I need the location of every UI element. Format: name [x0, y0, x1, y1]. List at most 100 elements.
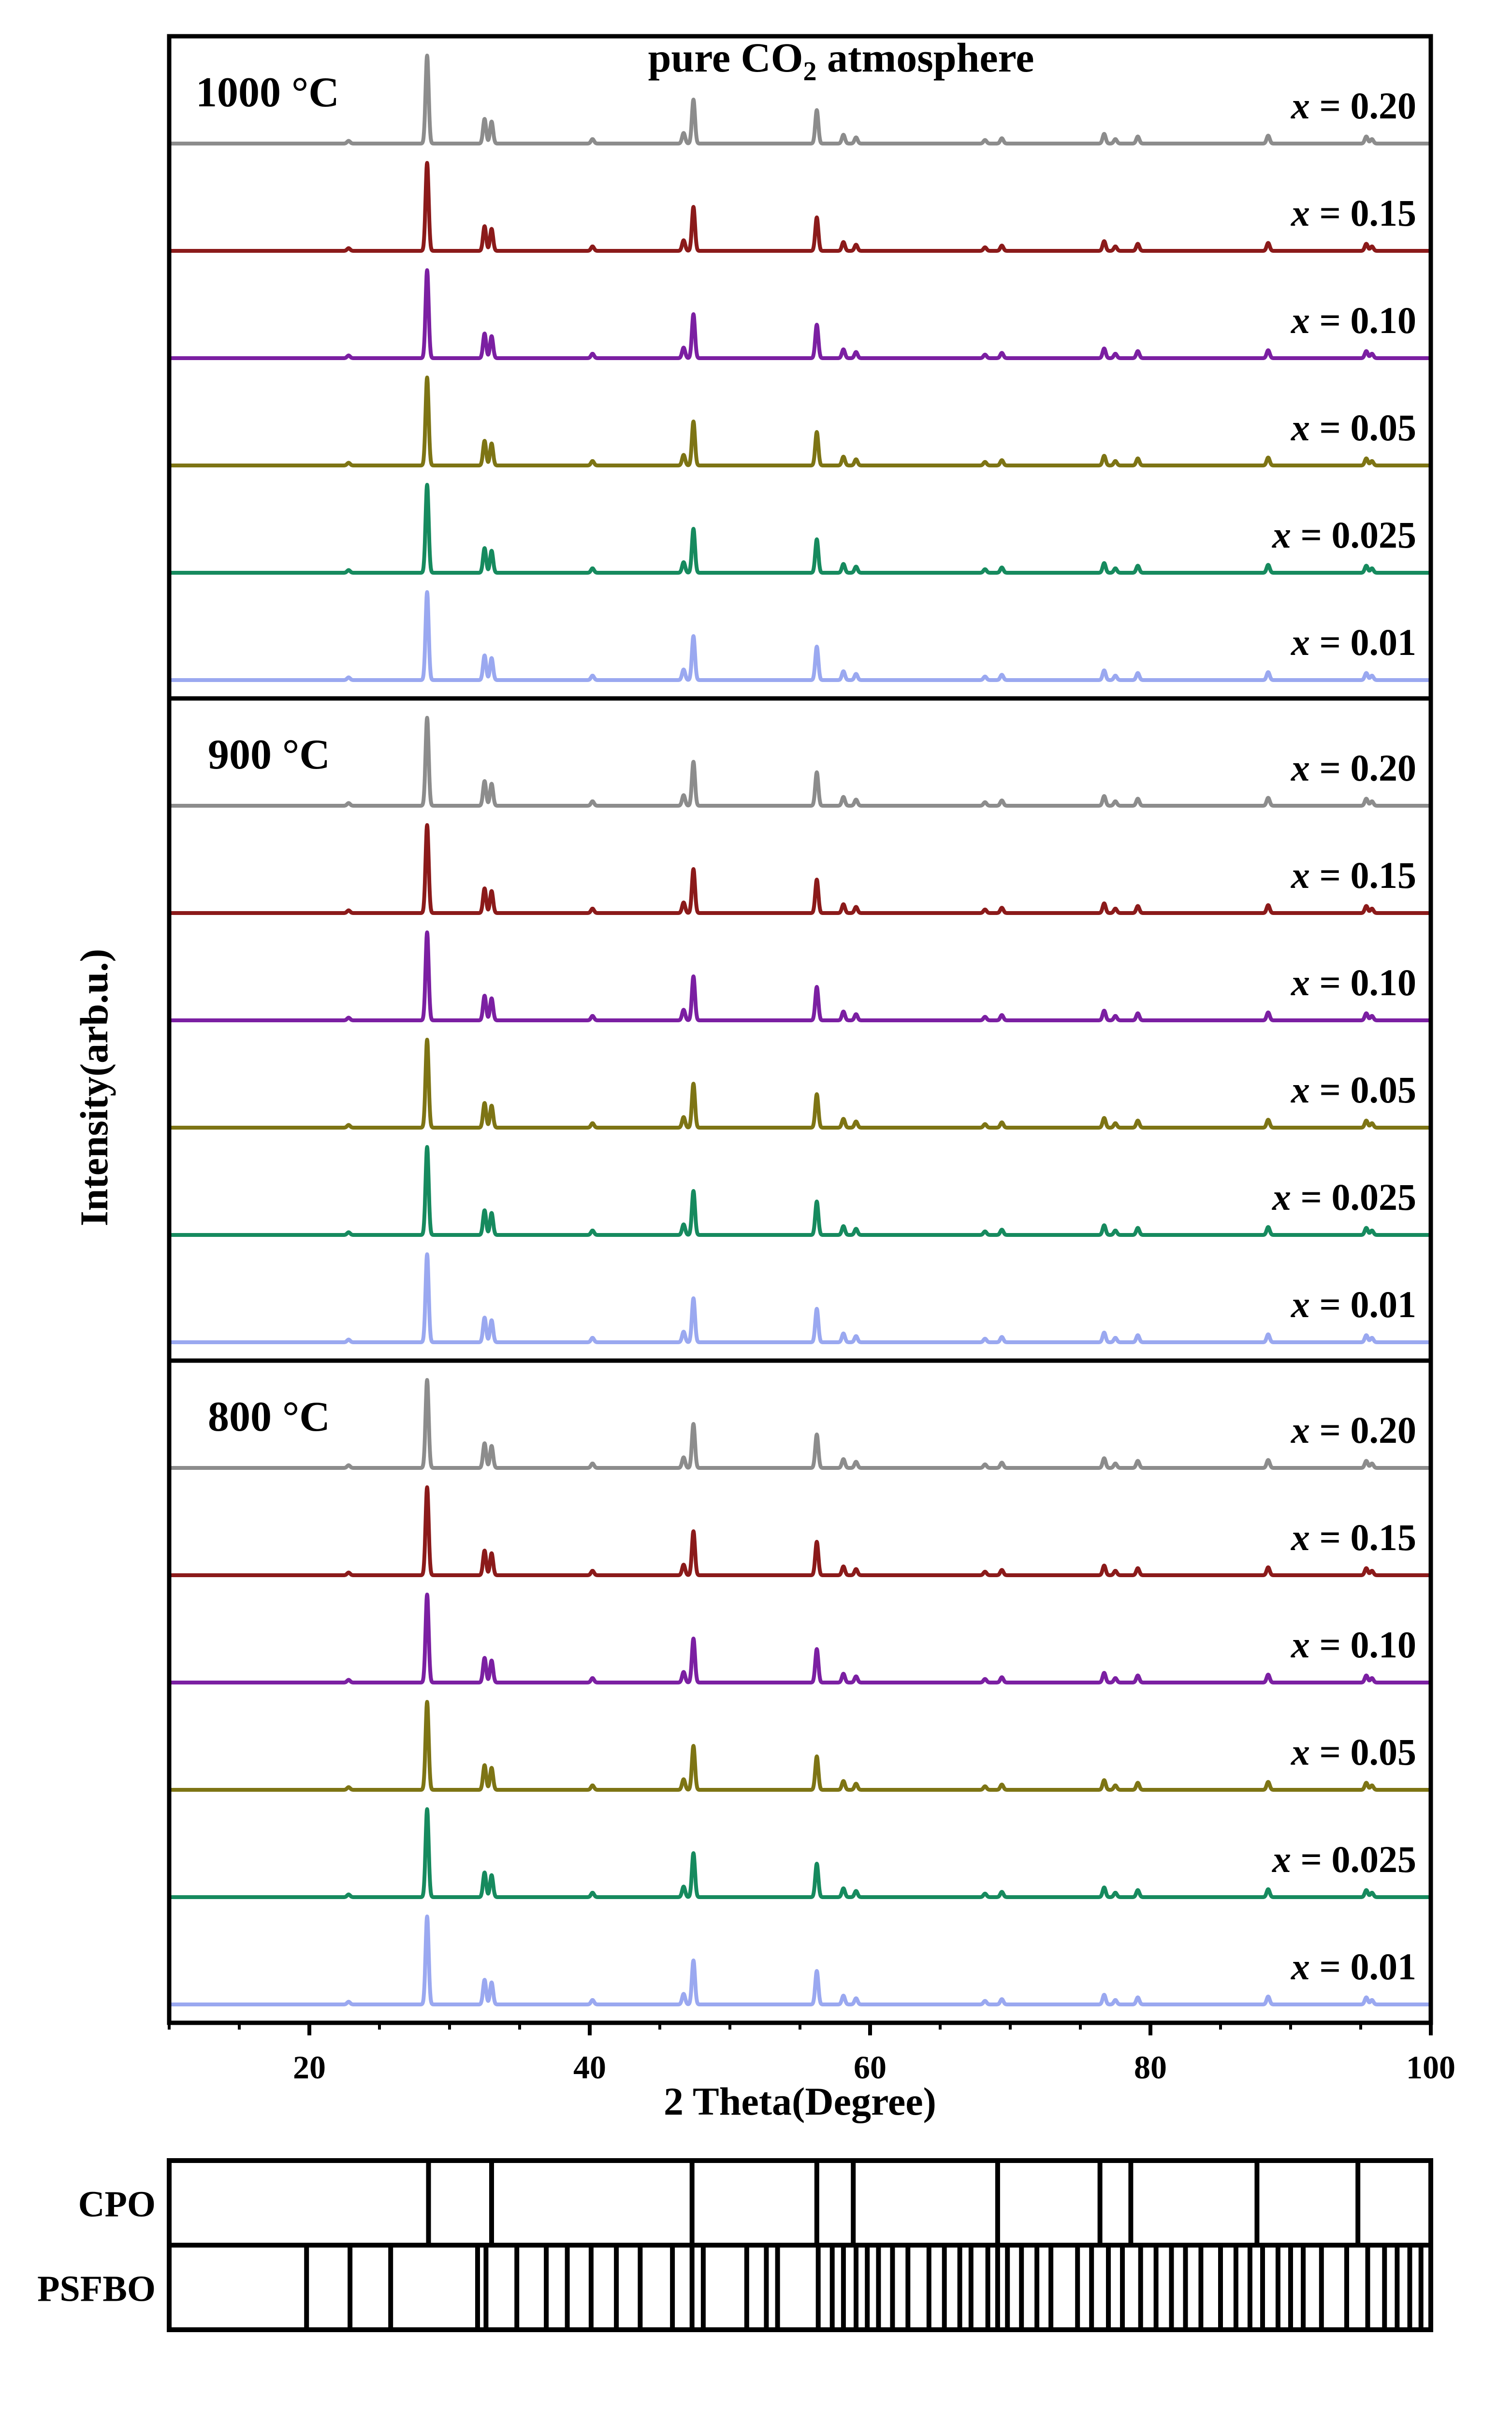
series-label-var: x — [1291, 85, 1310, 127]
series-label-value: = 0.15 — [1310, 854, 1416, 896]
xrd-trace — [167, 54, 1433, 145]
series-label-value: = 0.15 — [1310, 1516, 1416, 1558]
series-label: x = 0.01 — [1291, 1945, 1416, 1988]
xrd-trace — [167, 1038, 1433, 1130]
series-label: x = 0.05 — [1291, 1731, 1416, 1773]
series-label-value: = 0.025 — [1291, 1176, 1416, 1218]
temperature-label: 900 °C — [208, 731, 330, 778]
plot-area: x = 0.20x = 0.15x = 0.10x = 0.05x = 0.02… — [167, 34, 1433, 2025]
x-axis-label: 2 Theta(Degree) — [664, 2079, 936, 2123]
xrd-trace — [167, 1252, 1433, 1344]
series-label-var: x — [1291, 1409, 1310, 1451]
y-axis-label: Intensity(arb.u.) — [72, 949, 116, 1226]
series-label-value: = 0.10 — [1310, 299, 1416, 341]
reference-patterns: CPO PSFBO — [37, 2158, 1433, 2332]
xrd-trace — [167, 1378, 1433, 1470]
series-label-var: x — [1291, 299, 1310, 341]
panel-0: x = 0.20x = 0.15x = 0.10x = 0.05x = 0.02… — [167, 34, 1433, 701]
xrd-trace — [167, 1700, 1433, 1792]
x-tick-label: 80 — [1134, 2049, 1167, 2086]
series-label-var: x — [1291, 192, 1310, 234]
series-label-var: x — [1291, 1731, 1310, 1773]
series-label-value: = 0.05 — [1310, 1731, 1416, 1773]
xrd-trace — [167, 376, 1433, 467]
series-label-var: x — [1291, 961, 1310, 1003]
chart-title: pure CO2 atmosphere — [648, 34, 1034, 87]
series-label-value: = 0.01 — [1310, 1945, 1416, 1988]
xrd-trace — [167, 268, 1433, 360]
series-label-value: = 0.025 — [1291, 1838, 1416, 1880]
series-label: x = 0.025 — [1272, 514, 1416, 556]
series-label-value: = 0.20 — [1310, 85, 1416, 127]
series-label-var: x — [1291, 1283, 1310, 1325]
xrd-trace — [167, 1145, 1433, 1237]
xrd-trace — [167, 716, 1433, 808]
series-label-var: x — [1291, 621, 1310, 663]
panel-2: x = 0.20x = 0.15x = 0.10x = 0.05x = 0.02… — [167, 1358, 1433, 2025]
xrd-trace — [167, 483, 1433, 575]
xrd-trace — [167, 161, 1433, 253]
series-label-value: = 0.01 — [1310, 1283, 1416, 1325]
series-label-var: x — [1272, 514, 1291, 556]
series-label-var: x — [1291, 747, 1310, 789]
temperature-label: 800 °C — [208, 1393, 330, 1440]
series-label-var: x — [1272, 1838, 1291, 1880]
reference-cpo: CPO — [78, 2161, 1361, 2245]
series-label-value: = 0.025 — [1291, 514, 1416, 556]
xrd-trace — [167, 930, 1433, 1022]
x-tick-label: 20 — [293, 2049, 326, 2086]
reference-psfbo: PSFBO — [37, 2245, 1424, 2330]
series-label: x = 0.20 — [1291, 1409, 1416, 1451]
series-label-value: = 0.20 — [1310, 747, 1416, 789]
title-prefix: pure CO — [648, 34, 803, 81]
series-label-var: x — [1291, 1624, 1310, 1666]
series-label: x = 0.01 — [1291, 621, 1416, 663]
series-label: x = 0.10 — [1291, 299, 1416, 341]
series-label: x = 0.20 — [1291, 85, 1416, 127]
series-label-var: x — [1291, 1516, 1310, 1558]
series-label-value: = 0.10 — [1310, 1624, 1416, 1666]
series-label: x = 0.10 — [1291, 961, 1416, 1003]
reference-label: CPO — [78, 2184, 156, 2225]
series-label: x = 0.20 — [1291, 747, 1416, 789]
series-label: x = 0.05 — [1291, 406, 1416, 449]
series-label-value: = 0.15 — [1310, 192, 1416, 234]
series-label-var: x — [1291, 854, 1310, 896]
series-label: x = 0.01 — [1291, 1283, 1416, 1325]
xrd-trace — [167, 1593, 1433, 1684]
series-label-value: = 0.05 — [1310, 406, 1416, 449]
panel-frame — [167, 1358, 1433, 2025]
x-axis: 20 40 60 80 100 — [168, 2023, 1455, 2086]
xrd-trace — [167, 1915, 1433, 2006]
panel-1: x = 0.20x = 0.15x = 0.10x = 0.05x = 0.02… — [167, 696, 1433, 1363]
panel-frame — [167, 34, 1433, 701]
x-tick-label: 40 — [573, 2049, 606, 2086]
reference-label: PSFBO — [37, 2269, 156, 2309]
series-label: x = 0.15 — [1291, 192, 1416, 234]
series-label-var: x — [1272, 1176, 1291, 1218]
x-tick-label: 100 — [1406, 2049, 1455, 2086]
title-suffix: atmosphere — [817, 34, 1034, 81]
xrd-trace — [167, 590, 1433, 682]
xrd-trace — [167, 823, 1433, 915]
series-label: x = 0.10 — [1291, 1624, 1416, 1666]
series-label-value: = 0.10 — [1310, 961, 1416, 1003]
series-label: x = 0.05 — [1291, 1069, 1416, 1111]
series-label: x = 0.025 — [1272, 1176, 1416, 1218]
series-label: x = 0.025 — [1272, 1838, 1416, 1880]
xrd-trace — [167, 1807, 1433, 1899]
series-label-var: x — [1291, 1945, 1310, 1988]
series-label: x = 0.15 — [1291, 854, 1416, 896]
x-tick-label: 60 — [854, 2049, 887, 2086]
series-label-value: = 0.01 — [1310, 621, 1416, 663]
series-label-var: x — [1291, 1069, 1310, 1111]
series-label-value: = 0.05 — [1310, 1069, 1416, 1111]
panel-frame — [167, 696, 1433, 1363]
title-subscript: 2 — [803, 57, 817, 87]
temperature-label: 1000 °C — [196, 69, 339, 116]
series-label-value: = 0.20 — [1310, 1409, 1416, 1451]
series-label-var: x — [1291, 406, 1310, 449]
series-label: x = 0.15 — [1291, 1516, 1416, 1558]
xrd-trace — [167, 1485, 1433, 1577]
